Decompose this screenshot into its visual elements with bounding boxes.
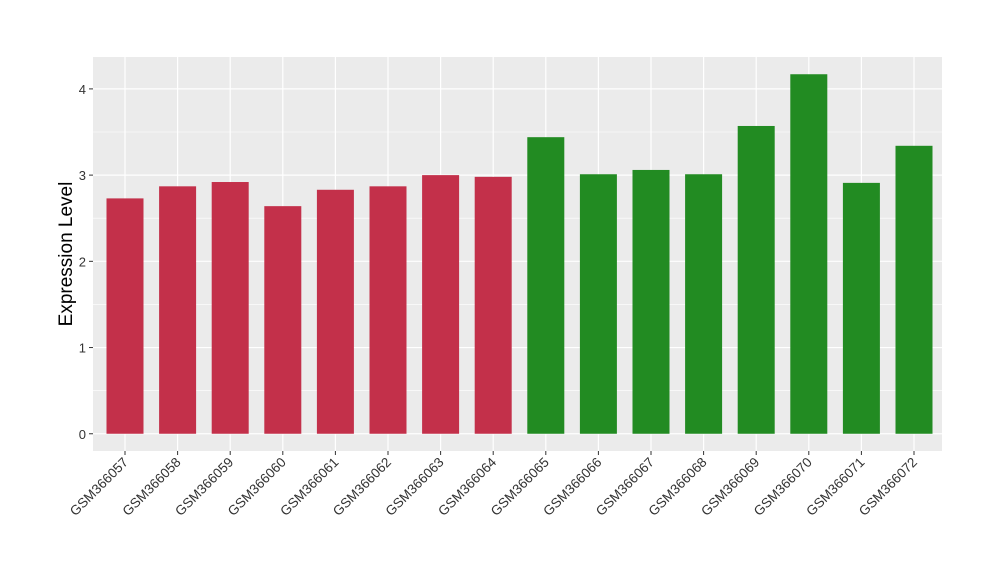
- y-tick-label: 2: [79, 254, 86, 269]
- y-axis: 0 1 2 3 4: [79, 82, 93, 442]
- bar-GSM366057: [106, 198, 144, 434]
- bar-GSM366060: [264, 206, 302, 434]
- y-tick-label: 0: [79, 427, 86, 442]
- y-axis-label: Expression Level: [56, 182, 77, 327]
- bar-GSM366066: [579, 174, 617, 434]
- bar-GSM366061: [316, 189, 354, 434]
- bar-GSM366072: [895, 145, 933, 434]
- bar-GSM366070: [790, 74, 828, 434]
- bar-GSM366071: [842, 182, 880, 434]
- bar-GSM366068: [685, 174, 723, 434]
- bar-GSM366058: [159, 186, 197, 434]
- bar-GSM366063: [422, 175, 460, 434]
- y-tick-label: 4: [79, 82, 86, 97]
- bars: [106, 74, 933, 434]
- y-tick-label: 1: [79, 341, 86, 356]
- bar-GSM366069: [737, 125, 775, 434]
- y-tick-label: 3: [79, 168, 86, 183]
- bar-GSM366067: [632, 169, 670, 434]
- bar-GSM366062: [369, 186, 407, 434]
- bar-GSM366059: [211, 182, 249, 434]
- x-axis: GSM366057GSM366058GSM366059GSM366060GSM3…: [67, 451, 920, 519]
- bar-GSM366065: [527, 137, 565, 434]
- bar-GSM366064: [474, 176, 512, 434]
